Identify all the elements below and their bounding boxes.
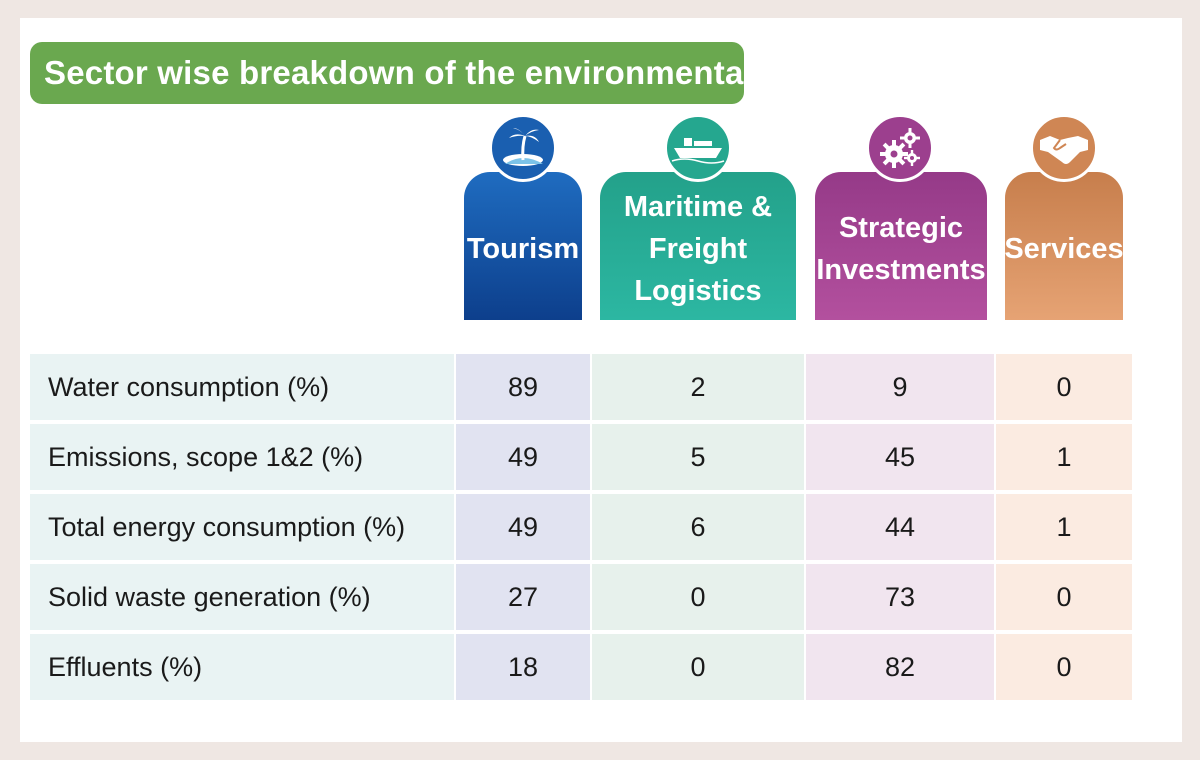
cell-strategic bbox=[806, 564, 994, 630]
header-services-label: Services bbox=[1004, 233, 1124, 265]
value-services: 1 bbox=[1056, 512, 1072, 542]
cell-maritime bbox=[592, 564, 804, 630]
cell-tourism bbox=[456, 564, 590, 630]
row-label-cell bbox=[30, 634, 454, 700]
value-strategic: 9 bbox=[892, 372, 908, 402]
palm-island-icon bbox=[489, 114, 557, 182]
cell-services bbox=[996, 494, 1132, 560]
value-services: 0 bbox=[1056, 652, 1072, 682]
value-tourism: 89 bbox=[507, 372, 539, 402]
cell-services bbox=[996, 424, 1132, 490]
row-label: Emissions, scope 1&2 (%) bbox=[48, 442, 364, 472]
cell-maritime bbox=[592, 424, 804, 490]
value-maritime: 6 bbox=[690, 512, 706, 542]
cargo-ship-icon bbox=[664, 114, 732, 182]
row-label: Total energy consumption (%) bbox=[48, 512, 406, 542]
value-maritime: 2 bbox=[690, 372, 706, 402]
handshake-icon bbox=[1030, 114, 1098, 182]
value-tourism: 49 bbox=[507, 512, 539, 542]
cell-tourism bbox=[456, 354, 590, 420]
value-maritime: 5 bbox=[690, 442, 706, 472]
cell-tourism bbox=[456, 494, 590, 560]
row-label-cell bbox=[30, 354, 454, 420]
cell-services bbox=[996, 564, 1132, 630]
value-tourism: 27 bbox=[507, 582, 539, 612]
value-strategic: 73 bbox=[884, 582, 916, 612]
value-maritime: 0 bbox=[690, 582, 706, 612]
row-label: Solid waste generation (%) bbox=[48, 582, 371, 612]
header-maritime-label: Maritime & Freight Logistics bbox=[623, 191, 773, 307]
header-strategic-label: Strategic Investments bbox=[816, 212, 986, 286]
cell-strategic bbox=[806, 634, 994, 700]
row-label-cell bbox=[30, 424, 454, 490]
row-label: Effluents (%) bbox=[48, 652, 203, 682]
header-services: Services bbox=[1004, 172, 1124, 320]
value-tourism: 18 bbox=[507, 652, 539, 682]
value-strategic: 45 bbox=[884, 442, 916, 472]
cell-services bbox=[996, 634, 1132, 700]
header-strategic: Strategic Investments bbox=[815, 172, 987, 320]
cell-tourism bbox=[456, 424, 590, 490]
cell-maritime bbox=[592, 494, 804, 560]
cell-strategic bbox=[806, 354, 994, 420]
value-strategic: 82 bbox=[884, 652, 916, 682]
header-tourism-label: Tourism bbox=[466, 233, 580, 265]
cell-strategic bbox=[806, 424, 994, 490]
header-maritime: Maritime & Freight Logistics bbox=[600, 172, 796, 320]
value-services: 0 bbox=[1056, 372, 1072, 402]
value-maritime: 0 bbox=[690, 652, 706, 682]
cell-maritime bbox=[592, 634, 804, 700]
value-strategic: 44 bbox=[884, 512, 916, 542]
gears-icon bbox=[866, 114, 934, 182]
cell-tourism bbox=[456, 634, 590, 700]
cell-services bbox=[996, 354, 1132, 420]
chart-title: Sector wise breakdown of the environment… bbox=[30, 42, 899, 104]
header-tourism: Tourism bbox=[464, 172, 582, 320]
value-tourism: 49 bbox=[507, 442, 539, 472]
value-services: 0 bbox=[1056, 582, 1072, 612]
row-label-cell bbox=[30, 564, 454, 630]
cell-maritime bbox=[592, 354, 804, 420]
cell-strategic bbox=[806, 494, 994, 560]
value-services: 1 bbox=[1056, 442, 1072, 472]
row-label-cell bbox=[30, 494, 454, 560]
row-label: Water consumption (%) bbox=[48, 372, 330, 402]
